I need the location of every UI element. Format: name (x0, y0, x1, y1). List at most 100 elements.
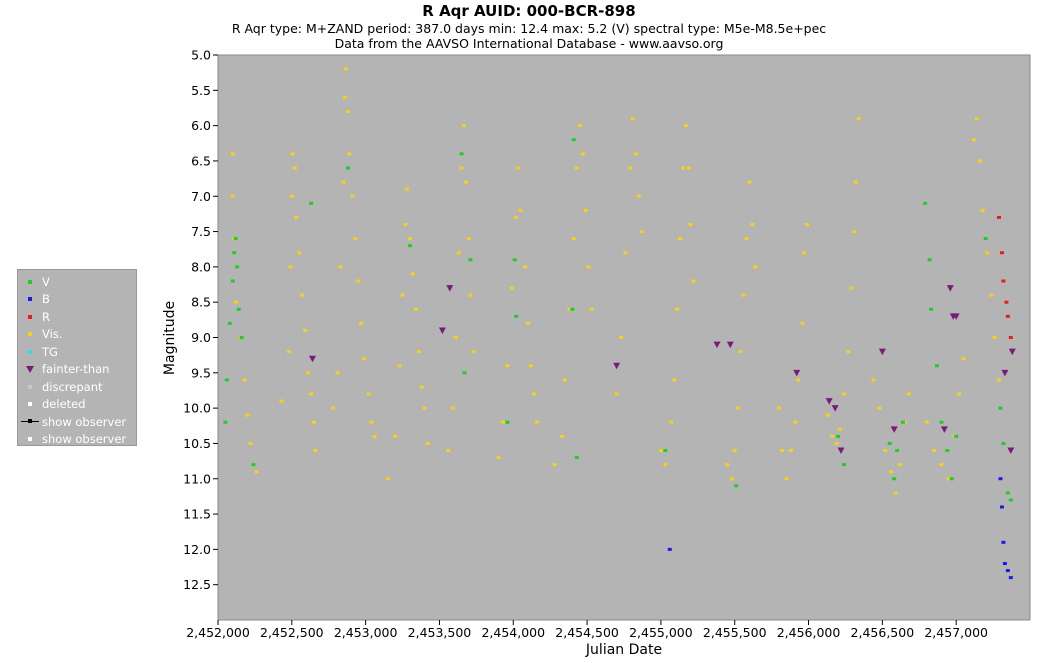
legend-item-v[interactable]: V (18, 273, 136, 291)
legend-item-discrepant[interactable]: discrepant (18, 378, 136, 396)
point-vis (889, 470, 894, 474)
point-v (223, 420, 228, 424)
legend-item-fainter-than[interactable]: fainter-than (18, 361, 136, 379)
legend-label: Vis. (42, 327, 63, 342)
point-vis (514, 215, 519, 219)
point-b (999, 505, 1004, 509)
point-vis (750, 223, 755, 226)
legend-item-show-observer[interactable]: show observer (18, 431, 136, 449)
point-vis (294, 215, 299, 219)
point-vis (800, 321, 805, 325)
legend-item-show-observer-line[interactable]: show observer (18, 413, 136, 431)
point-r (1004, 300, 1009, 304)
point-v (1001, 441, 1006, 445)
point-vis (534, 420, 539, 424)
point-vis (471, 350, 476, 354)
point-vis (893, 491, 898, 495)
y-tick-label: 10.0 (183, 401, 211, 416)
point-vis (796, 378, 801, 382)
point-vis (496, 456, 501, 460)
point-v (1005, 491, 1010, 495)
point-vis (500, 420, 505, 424)
y-tick-label: 6.0 (191, 118, 211, 133)
point-vis (393, 434, 398, 438)
x-tick-label: 2,456,000 (777, 625, 841, 640)
legend-item-r[interactable]: R (18, 308, 136, 326)
point-vis (841, 392, 846, 396)
point-vis (623, 251, 628, 255)
point-v (892, 477, 897, 481)
point-vis (362, 357, 367, 361)
point-v (227, 321, 232, 325)
point-vis (971, 138, 976, 142)
legend-item-b[interactable]: B (18, 291, 136, 309)
chart-source-note: Data from the AAVSO International Databa… (335, 36, 724, 51)
point-vis (805, 223, 810, 226)
point-vis (837, 427, 842, 431)
point-vis (619, 336, 624, 339)
legend-label: R (42, 309, 50, 324)
point-vis (630, 117, 635, 121)
point-v (232, 251, 237, 255)
legend-label: deleted (42, 397, 86, 412)
point-fainter-than (726, 341, 734, 349)
point-vis (286, 350, 291, 354)
legend-item-vis[interactable]: Vis. (18, 326, 136, 344)
legend: V B R Vis. TG fainter-than discrepant de… (17, 269, 137, 446)
point-vis (577, 124, 582, 128)
x-tick-label: 2,453,500 (408, 625, 472, 640)
point-vis (343, 67, 348, 71)
point-v (663, 449, 668, 452)
point-vis (416, 350, 421, 354)
point-vis (347, 152, 352, 156)
point-vis (974, 117, 979, 121)
x-tick-label: 2,452,500 (260, 625, 324, 640)
point-v (841, 463, 846, 467)
point-v (939, 420, 944, 424)
point-vis (906, 392, 911, 396)
x-axis-label: Julian Date (585, 642, 662, 658)
point-vis (636, 194, 641, 198)
legend-item-deleted[interactable]: deleted (18, 396, 136, 414)
point-v (571, 138, 576, 142)
legend-item-tg[interactable]: TG (18, 343, 136, 361)
point-vis (359, 321, 364, 325)
x-tick-label: 2,453,000 (334, 625, 398, 640)
point-vis (407, 237, 412, 241)
legend-square-icon (18, 328, 42, 340)
y-tick-label: 12.0 (183, 542, 211, 557)
point-v (945, 449, 950, 452)
point-vis (466, 237, 471, 241)
point-vis (574, 166, 579, 170)
point-v (923, 201, 928, 205)
point-vis (747, 180, 752, 184)
point-v (949, 477, 954, 481)
point-vis (468, 293, 473, 297)
plot-area (217, 54, 1031, 621)
x-tick-label: 2,454,500 (555, 625, 619, 640)
point-vis (245, 413, 250, 417)
point-fainter-than (613, 362, 621, 370)
point-vis (290, 152, 295, 156)
point-v (734, 484, 739, 488)
y-tick-label: 6.5 (191, 153, 211, 168)
point-v (836, 434, 841, 438)
y-tick-label: 7.5 (191, 224, 211, 239)
point-vis (366, 392, 371, 396)
point-vis (777, 406, 782, 410)
point-vis (678, 237, 683, 241)
point-vis (856, 117, 861, 121)
point-v (570, 307, 575, 311)
point-r (1008, 336, 1013, 339)
point-vis (729, 477, 734, 481)
legend-label: show observer (42, 414, 127, 429)
point-v (927, 258, 932, 262)
point-fainter-than (878, 348, 886, 356)
point-fainter-than (1007, 447, 1015, 454)
point-vis (924, 420, 929, 424)
point-vis (453, 336, 458, 339)
point-vis (898, 463, 903, 467)
point-v (574, 456, 579, 460)
point-vis (456, 251, 461, 255)
